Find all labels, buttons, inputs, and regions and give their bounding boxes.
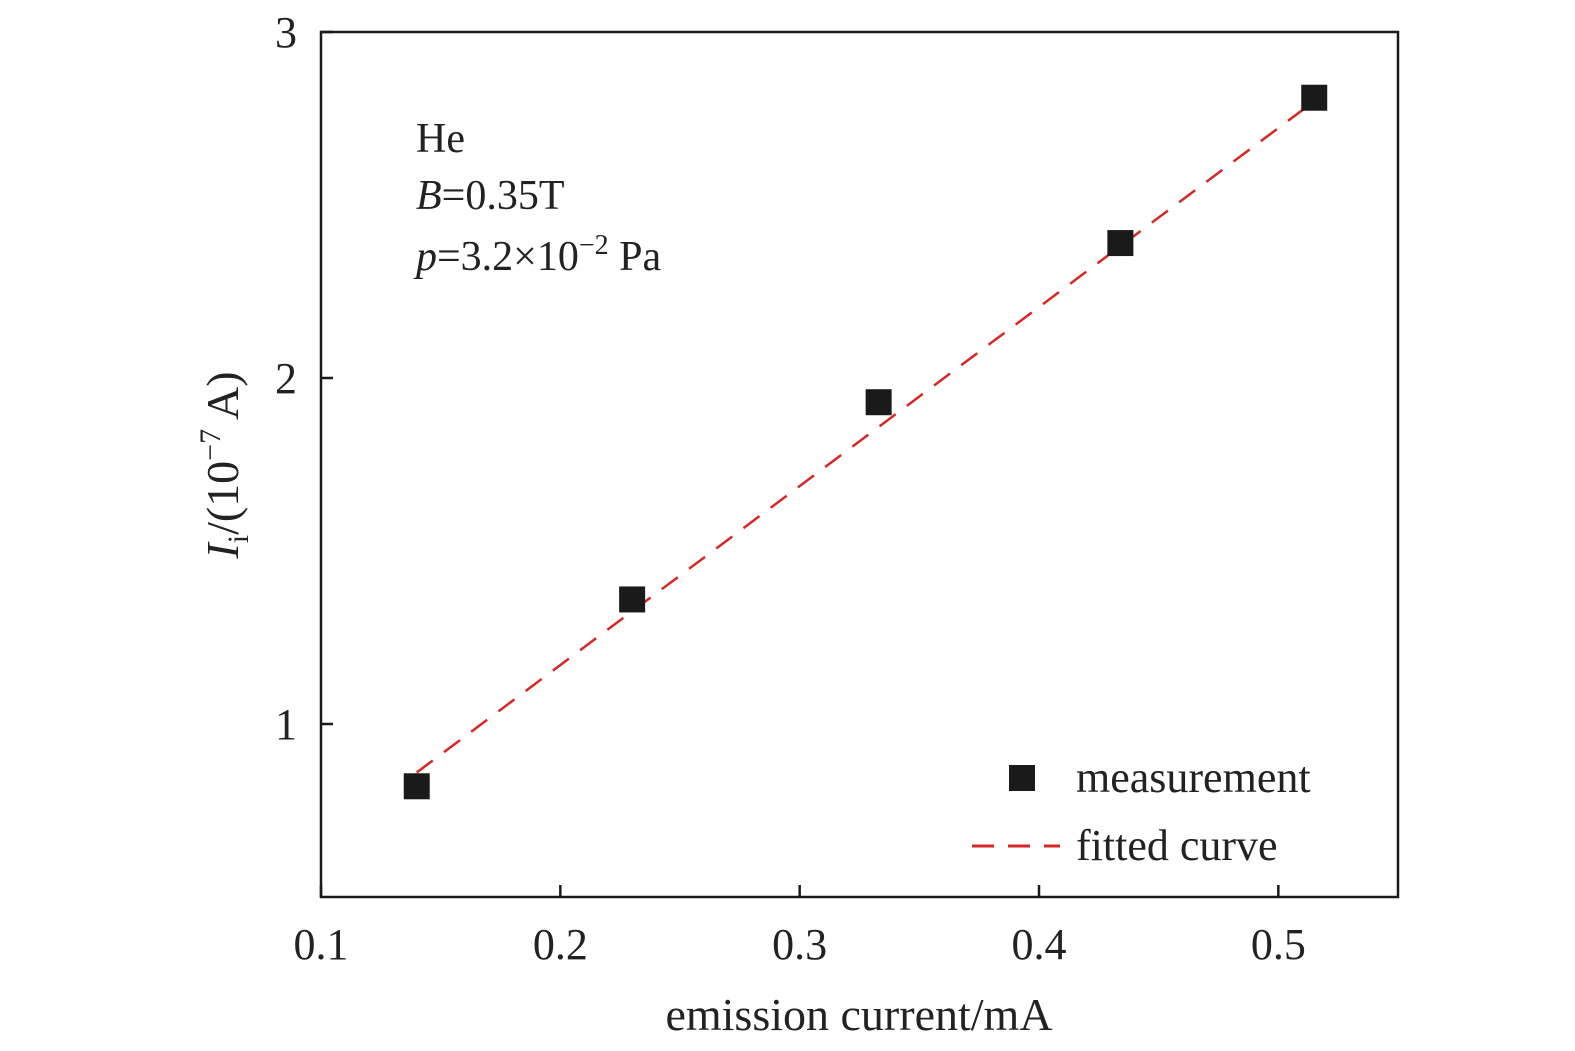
annotation-pressure-value: =3.2×10 xyxy=(437,234,579,280)
x-tick-label-3: 0.4 xyxy=(1012,920,1067,969)
annotation-field-symbol: B xyxy=(416,173,442,219)
measurement-point-0 xyxy=(403,773,430,800)
y-axis-label: Ii/(10−7 A) xyxy=(194,371,255,559)
x-axis-label: emission current/mA xyxy=(665,989,1052,1040)
y-axis-label-symbol: I xyxy=(197,541,248,560)
y-tick-label-2: 3 xyxy=(275,8,297,57)
legend: measurement fitted curve xyxy=(972,753,1311,870)
legend-marker-measurement xyxy=(1009,765,1035,791)
x-tick-label-2: 0.3 xyxy=(772,920,827,969)
annotation-gas: He xyxy=(416,116,465,162)
annotation-pressure-symbol: p xyxy=(413,234,437,280)
annotation-pressure-unit: Pa xyxy=(609,234,662,280)
measurement-point-1 xyxy=(619,586,646,613)
x-tick-label-1: 0.2 xyxy=(533,920,588,969)
measurement-point-2 xyxy=(865,389,892,416)
annotation-pressure: p=3.2×10−2 Pa xyxy=(413,230,662,280)
axes-layer: 0.1 0.2 0.3 0.4 0.5 1 2 3 xyxy=(275,8,1306,969)
y-axis-label-unit-prefix: /(10 xyxy=(197,461,248,535)
annotation-field: B=0.35T xyxy=(416,173,565,219)
annotation-pressure-exponent: −2 xyxy=(579,230,609,261)
fit-layer xyxy=(415,100,1315,774)
measurement-point-3 xyxy=(1107,230,1134,257)
y-axis-label-subscript: i xyxy=(222,535,255,543)
x-tick-label-0: 0.1 xyxy=(294,920,349,969)
y-axis-label-exponent: −7 xyxy=(194,429,227,461)
x-tick-label-4: 0.5 xyxy=(1251,920,1306,969)
annotation-field-value: =0.35T xyxy=(442,173,565,219)
y-axis-label-unit-suffix: A) xyxy=(197,371,248,429)
legend-label-fitted-curve: fitted curve xyxy=(1076,821,1278,870)
fitted-curve-line xyxy=(415,100,1315,774)
y-tick-label-0: 1 xyxy=(275,700,297,749)
measurement-point-4 xyxy=(1301,84,1328,111)
points-layer xyxy=(403,84,1328,800)
y-tick-label-1: 2 xyxy=(275,354,297,403)
plot-frame xyxy=(319,30,1400,899)
legend-label-measurement: measurement xyxy=(1076,753,1311,802)
